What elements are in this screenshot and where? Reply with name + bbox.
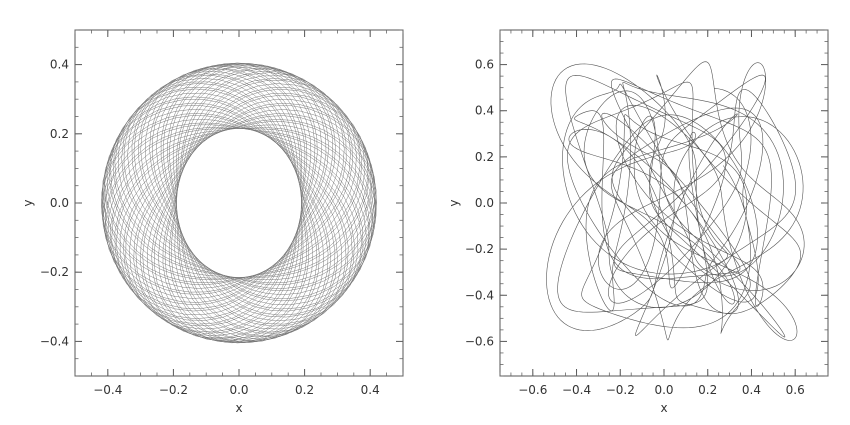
x-axis-label-left: x xyxy=(235,401,242,415)
tick-labels-left: −0.4 −0.2 0.0 0.2 0.4 −0.4 −0.2 0.0 0.2 0.4 xyxy=(40,58,380,397)
plot-frame-left xyxy=(74,29,404,377)
x-tick-label: −0.2 xyxy=(159,383,188,397)
x-tick-label: 0.2 xyxy=(295,383,314,397)
ticks-left xyxy=(74,29,404,377)
y-tick-label: −0.2 xyxy=(40,265,69,279)
x-tick-label: −0.4 xyxy=(562,383,591,397)
y-tick-label: 0.4 xyxy=(50,58,69,72)
y-axis-label-right: y xyxy=(447,199,461,206)
plot-frame-right xyxy=(499,29,829,377)
y-tick-label: 0.0 xyxy=(475,196,494,210)
orbit-plot-right: −0.6 −0.4 −0.2 0.0 0.2 0.4 0.6 −0.6 −0.4 −0.2 0.0 0… xyxy=(447,29,829,415)
y-tick-label: −0.6 xyxy=(465,334,494,348)
x-tick-label: 0.0 xyxy=(229,383,248,397)
ticks-right xyxy=(499,29,829,377)
y-tick-label: 0.4 xyxy=(475,104,494,118)
y-tick-label: 0.2 xyxy=(50,127,69,141)
x-tick-label: 0.4 xyxy=(742,383,761,397)
orbit-curve-right xyxy=(546,61,805,341)
x-tick-label: −0.2 xyxy=(606,383,635,397)
x-axis-label-right: x xyxy=(660,401,667,415)
y-tick-label: 0.0 xyxy=(50,196,69,210)
x-tick-label: −0.6 xyxy=(518,383,547,397)
tick-labels-right: −0.6 −0.4 −0.2 0.0 0.2 0.4 0.6 −0.6 −0.4 −0.2 0.0 0… xyxy=(465,58,805,397)
x-tick-label: 0.6 xyxy=(786,383,805,397)
x-tick-label: 0.0 xyxy=(654,383,673,397)
y-axis-label-left: y xyxy=(21,199,35,206)
orbit-curve-left xyxy=(101,62,377,344)
x-tick-label: 0.2 xyxy=(698,383,717,397)
y-tick-label: −0.4 xyxy=(465,288,494,302)
y-tick-label: 0.6 xyxy=(475,58,494,72)
y-tick-label: −0.2 xyxy=(465,242,494,256)
y-tick-label: −0.4 xyxy=(40,334,69,348)
x-tick-label: −0.4 xyxy=(93,383,122,397)
orbit-plot-left: −0.4 −0.2 0.0 0.2 0.4 −0.4 −0.2 0.0 0.2 0.4 x y xyxy=(21,29,404,415)
x-tick-label: 0.4 xyxy=(361,383,380,397)
y-tick-label: 0.2 xyxy=(475,150,494,164)
